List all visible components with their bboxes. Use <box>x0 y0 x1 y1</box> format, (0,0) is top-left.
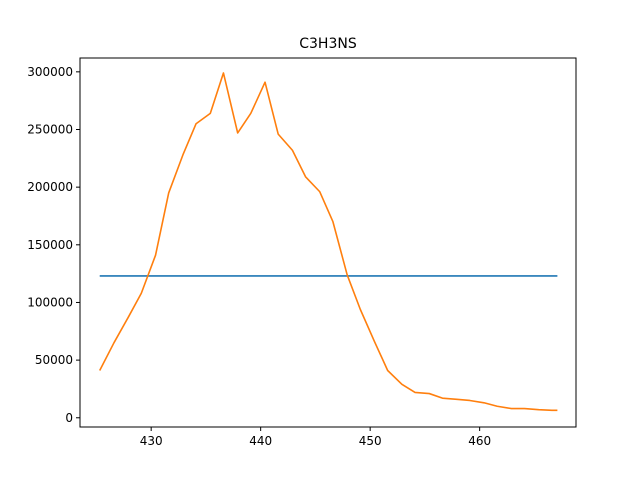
y-tick-label: 300000 <box>27 65 73 79</box>
y-tick-label: 150000 <box>27 238 73 252</box>
y-tick-label: 50000 <box>35 353 73 367</box>
x-tick-label: 450 <box>359 434 382 448</box>
y-axis: 0 50000 100000 150000 200000 250000 300000 <box>27 65 80 425</box>
y-tick-label: 200000 <box>27 180 73 194</box>
series-layer <box>98 72 558 412</box>
y-tick-label: 250000 <box>27 122 73 136</box>
x-tick-label: 430 <box>140 434 163 448</box>
y-tick-label: 100000 <box>27 295 73 309</box>
chart-title: C3H3NS <box>299 36 357 52</box>
x-tick-label: 460 <box>468 434 491 448</box>
plot-area <box>79 57 577 428</box>
series-line-2 <box>98 72 558 412</box>
y-tick-label: 0 <box>65 411 73 425</box>
x-tick-label: 440 <box>249 434 272 448</box>
x-axis: 430 440 450 460 <box>140 427 491 448</box>
